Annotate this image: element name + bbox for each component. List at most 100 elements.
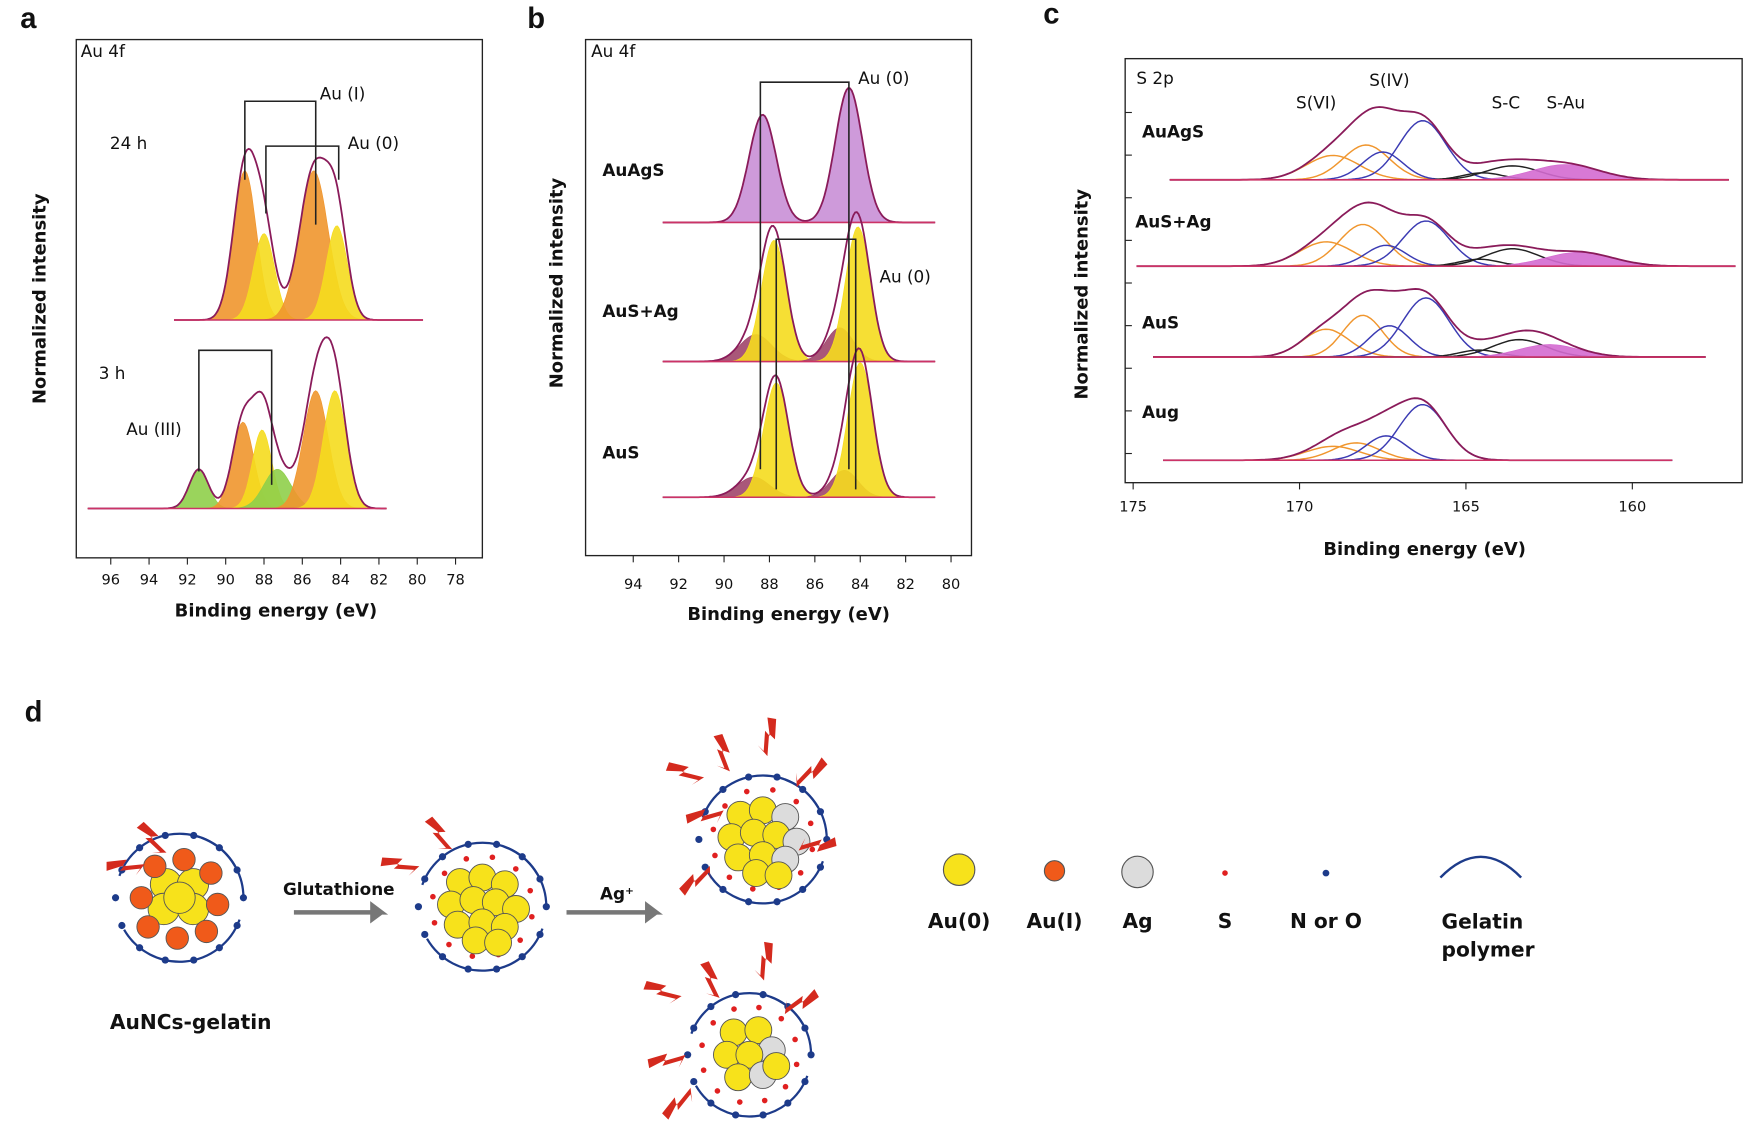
trace-label: AuS+Ag bbox=[1135, 211, 1211, 231]
light-bolt bbox=[424, 816, 453, 850]
bracket bbox=[198, 349, 273, 485]
bracket-label: Au (0) bbox=[879, 266, 930, 286]
peak-label: S(IV) bbox=[1369, 70, 1409, 90]
x-tick-label: 82 bbox=[370, 571, 389, 588]
n-o-site bbox=[773, 773, 781, 781]
light-bolt bbox=[754, 941, 773, 981]
bracket bbox=[759, 81, 850, 470]
n-o-site bbox=[136, 844, 144, 852]
panel-label: c bbox=[1043, 0, 1059, 31]
atom bbox=[744, 1016, 773, 1045]
trace-label: AuS bbox=[602, 443, 639, 463]
atom bbox=[724, 1063, 753, 1092]
light-bolt bbox=[665, 762, 705, 785]
bracket bbox=[265, 145, 340, 214]
light-bolt bbox=[757, 717, 777, 757]
gelatin-arc bbox=[694, 1075, 809, 1118]
s-site bbox=[726, 874, 733, 881]
n-o-site bbox=[464, 965, 472, 973]
x-tick-label: 94 bbox=[140, 571, 159, 588]
spectrum-region: S 2p bbox=[1136, 68, 1173, 88]
x-axis-label: Binding energy (eV) bbox=[175, 601, 378, 622]
trace-label: AuS+Ag bbox=[602, 301, 678, 321]
atom bbox=[484, 928, 512, 957]
n-o-site bbox=[799, 885, 807, 893]
x-tick-label: 84 bbox=[851, 576, 870, 593]
legend-ag bbox=[1121, 855, 1154, 889]
s-site bbox=[809, 846, 816, 853]
x-axis-label: Binding energy (eV) bbox=[1323, 539, 1526, 560]
bracket-label: Au (0) bbox=[858, 68, 909, 88]
n-o-site bbox=[816, 808, 825, 816]
n-o-site bbox=[801, 1024, 809, 1032]
atom bbox=[764, 861, 793, 890]
n-o-site bbox=[215, 844, 223, 852]
gelatin-arc bbox=[770, 995, 813, 1055]
gelatin-arc bbox=[503, 845, 548, 907]
n-o-site bbox=[421, 875, 429, 883]
panel-label: a bbox=[20, 3, 37, 35]
n-o-site bbox=[773, 898, 781, 906]
s-site bbox=[749, 886, 756, 892]
arrow-label: Ag⁺ bbox=[600, 883, 634, 903]
x-tick-label: 175 bbox=[1119, 498, 1147, 515]
y-axis-label: Normalized intensity bbox=[547, 177, 568, 388]
s-site bbox=[699, 1042, 705, 1049]
n-o-site bbox=[799, 785, 807, 794]
n-o-site bbox=[239, 894, 248, 902]
bracket-label: Au (III) bbox=[126, 419, 182, 439]
light-bolt bbox=[700, 961, 720, 998]
atom bbox=[735, 1040, 764, 1069]
s-site bbox=[489, 854, 496, 861]
s-site bbox=[792, 1036, 798, 1043]
n-o-site bbox=[233, 866, 241, 874]
s-site bbox=[778, 1015, 785, 1022]
trace-label: Aug bbox=[1142, 402, 1179, 422]
s-site bbox=[512, 866, 519, 872]
legend-label: Ag bbox=[1122, 909, 1152, 933]
s-site bbox=[430, 893, 436, 900]
s-site bbox=[529, 913, 535, 920]
n-o-site bbox=[190, 831, 198, 839]
n-o-site bbox=[759, 1111, 767, 1119]
light-bolt bbox=[662, 1087, 693, 1120]
light-bolt bbox=[647, 1053, 686, 1069]
y-axis-label: Normalized intensity bbox=[1072, 189, 1093, 400]
n-o-site bbox=[784, 1099, 792, 1107]
n-o-site bbox=[161, 956, 169, 964]
atom bbox=[165, 926, 189, 950]
x-tick-label: 86 bbox=[293, 571, 312, 588]
s-site bbox=[743, 788, 750, 795]
light-bolt bbox=[713, 733, 730, 772]
s-site bbox=[722, 803, 728, 809]
atom bbox=[194, 919, 219, 944]
n-o-site bbox=[161, 831, 169, 839]
plot-frame bbox=[584, 38, 973, 557]
arrow bbox=[293, 901, 389, 924]
light-bolt bbox=[796, 757, 828, 788]
n-o-site bbox=[684, 1051, 692, 1059]
atom bbox=[136, 915, 160, 939]
x-tick-label: 80 bbox=[942, 576, 961, 593]
n-o-site bbox=[118, 921, 126, 930]
light-bolt bbox=[643, 980, 682, 1004]
atom bbox=[129, 886, 154, 910]
x-tick-label: 90 bbox=[715, 576, 734, 593]
arrow bbox=[566, 901, 663, 924]
bracket-label: Au (I) bbox=[320, 84, 366, 104]
x-tick-label: 96 bbox=[101, 571, 120, 588]
s-site bbox=[782, 1083, 789, 1090]
light-bolt bbox=[380, 857, 420, 876]
bracket bbox=[244, 100, 317, 225]
x-tick-label: 92 bbox=[669, 576, 688, 593]
light-bolt bbox=[136, 821, 167, 853]
bracket bbox=[775, 238, 857, 490]
s-site bbox=[731, 1006, 737, 1012]
n-o-site bbox=[464, 840, 472, 848]
n-o-site bbox=[719, 785, 727, 794]
s-site bbox=[431, 919, 438, 926]
n-o-site bbox=[719, 885, 727, 893]
n-o-site bbox=[759, 991, 767, 999]
n-o-site bbox=[136, 944, 144, 952]
